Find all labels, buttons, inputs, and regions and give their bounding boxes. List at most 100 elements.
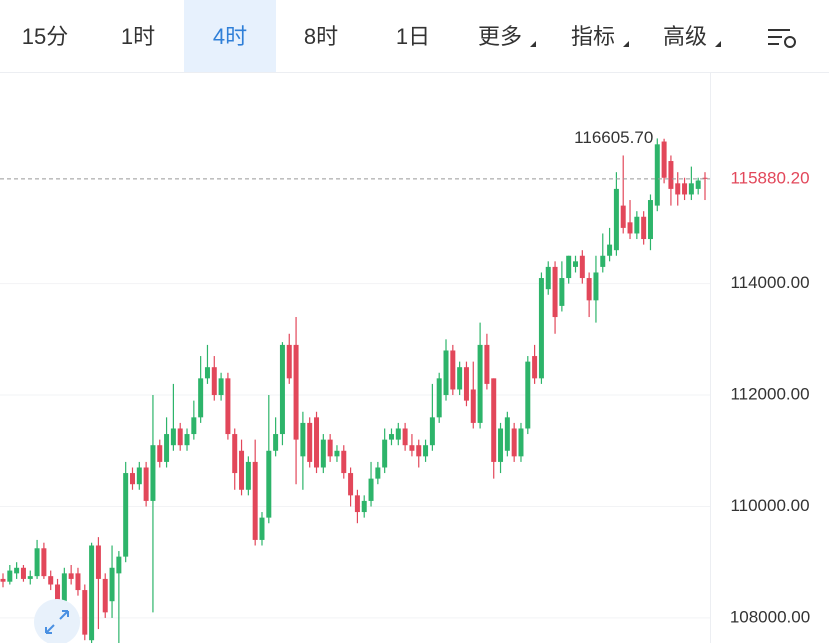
candle-body xyxy=(211,367,217,396)
candle-body xyxy=(620,205,626,228)
candle-body xyxy=(286,344,292,379)
candle-body xyxy=(334,450,340,457)
candle-body xyxy=(143,467,149,501)
tab[interactable]: 15分 xyxy=(22,24,68,49)
candle-body xyxy=(102,578,108,613)
candle-body xyxy=(429,417,435,446)
candle-body xyxy=(204,367,210,379)
icon-gear xyxy=(784,36,796,48)
candle-body xyxy=(89,545,95,641)
candle-body xyxy=(641,216,647,240)
candle-body xyxy=(477,344,483,423)
candle-body xyxy=(470,389,476,423)
candle-body xyxy=(177,428,183,446)
dropdown-arrow xyxy=(623,41,629,47)
candle-body xyxy=(484,344,490,384)
y-tick-label: 108000.00 xyxy=(730,607,810,626)
dropdown-arrow xyxy=(715,41,721,47)
candle-body xyxy=(388,434,394,440)
candle-body xyxy=(95,545,101,579)
expand-button[interactable] xyxy=(34,599,80,643)
candle-body xyxy=(416,445,422,457)
candle-body xyxy=(348,473,354,496)
candle-body xyxy=(586,278,592,301)
candle-body xyxy=(436,378,442,418)
candle-body xyxy=(354,495,360,513)
candle-body xyxy=(279,344,285,435)
candle-body xyxy=(150,445,156,501)
candle-body xyxy=(654,144,660,206)
dropdown-arrow xyxy=(530,41,536,47)
tab-label: 高级 xyxy=(663,24,707,49)
candle-body xyxy=(443,350,449,396)
tab[interactable]: 高级 xyxy=(663,24,721,49)
candle-body xyxy=(48,576,54,585)
tab[interactable]: 4时 xyxy=(184,0,276,72)
candle-body xyxy=(559,278,565,306)
candle-body xyxy=(627,222,633,234)
candle-body xyxy=(504,417,510,451)
candle-body xyxy=(191,417,197,435)
expand-arrows xyxy=(45,610,69,634)
candle-body xyxy=(675,183,681,195)
candle-body xyxy=(395,428,401,440)
candle-body xyxy=(218,378,224,396)
candle-body xyxy=(0,578,6,582)
settings-icon[interactable] xyxy=(768,29,796,48)
candle-body xyxy=(518,428,524,457)
tab[interactable]: 更多 xyxy=(478,24,536,49)
candle-body xyxy=(27,576,33,579)
candle-body xyxy=(14,567,20,574)
candle-body xyxy=(511,428,517,457)
candle-body xyxy=(61,573,67,602)
last-price-label: 115880.20 xyxy=(730,168,809,187)
plot: 108000.00 110000.00 112000.00 114000.00 1158… xyxy=(0,128,810,643)
candle-body xyxy=(702,177,708,179)
tab[interactable]: 指标 xyxy=(571,24,629,49)
candle-body xyxy=(20,567,26,579)
candle-body xyxy=(682,183,688,195)
candle-body xyxy=(123,473,129,557)
candle-body xyxy=(75,573,81,591)
candle-body xyxy=(552,266,558,318)
candle-body xyxy=(593,272,599,301)
tab-label: 1日 xyxy=(396,24,430,49)
tab-label: 更多 xyxy=(478,24,522,49)
candle-body xyxy=(661,141,667,178)
candle-body xyxy=(613,188,619,251)
candle-body xyxy=(532,356,538,379)
candle-body xyxy=(579,255,585,279)
candle-body xyxy=(457,367,463,390)
tab[interactable]: 8时 xyxy=(304,24,338,49)
high-label: 116605.70 xyxy=(574,128,653,147)
tab[interactable]: 1时 xyxy=(121,24,155,49)
tab-label: 1时 xyxy=(121,24,155,49)
tab-bar: 15分 1时 4时 8时 1日 更多 指标 高级 xyxy=(22,0,721,72)
candle-body xyxy=(409,445,415,451)
candle-body xyxy=(68,573,74,579)
tab-label: 8时 xyxy=(304,24,338,49)
candle-body xyxy=(245,461,251,490)
candle-body xyxy=(136,467,142,485)
candle-body xyxy=(198,378,204,418)
candle-body xyxy=(327,439,333,457)
tab-label: 15分 xyxy=(22,24,68,49)
expand-bg xyxy=(34,599,80,643)
tab[interactable]: 1日 xyxy=(396,24,430,49)
candle-body xyxy=(368,478,374,501)
candle-body xyxy=(688,183,694,195)
candle-body xyxy=(82,590,88,635)
candle-body xyxy=(566,255,572,279)
candle-body xyxy=(647,200,653,240)
candle-body xyxy=(423,445,429,457)
y-tick-label: 112000.00 xyxy=(730,385,809,404)
candle-body xyxy=(402,428,408,446)
candle-body xyxy=(266,450,272,518)
candle-body xyxy=(545,266,551,290)
candle-body xyxy=(7,570,13,582)
candle-body xyxy=(116,556,122,574)
candle-body xyxy=(573,261,579,267)
candle-body xyxy=(634,216,640,234)
